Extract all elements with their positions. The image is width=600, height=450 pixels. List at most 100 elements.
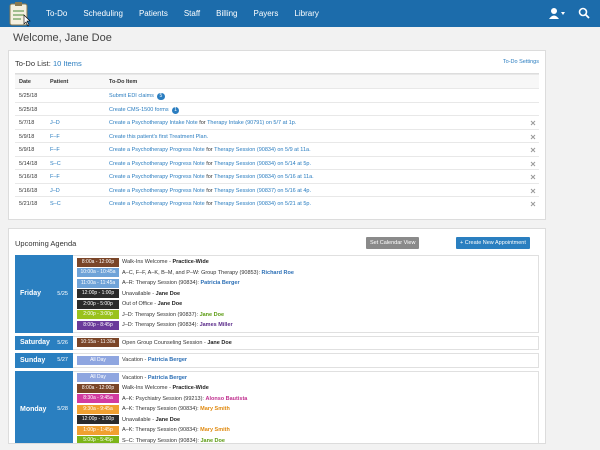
todo-action[interactable]: Submit EDI claims [109,93,154,99]
event-time: 1:00p - 1:45p [77,425,119,435]
agenda-event[interactable]: 2:00p - 3:00p J–D: Therapy Session (90837… [77,310,534,321]
todo-badge: 1 [171,106,180,114]
day-cell: Saturday 5/26 [15,335,73,350]
agenda-event[interactable]: 5:00p - 5:45p S–C: Therapy Session (90834… [77,436,534,443]
todo-settings[interactable]: To-Do Settings [502,59,539,65]
event-person: Jane Doe [157,301,183,308]
day-date: 5/26 [57,339,68,346]
agenda-event[interactable]: 12:00p - 1:00p Unavailable - Jane Doe [77,289,534,300]
dismiss-icon[interactable] [530,120,536,126]
todo-action[interactable]: Create a Psychotherapy Progress Note [109,147,205,153]
agenda-event[interactable]: 9:30a - 9:45a A–K: Therapy Session (90834… [77,404,534,415]
patient-link[interactable]: J–D [50,120,60,126]
todo-action[interactable]: Create a Psychotherapy Progress Note [109,174,205,180]
todo-action[interactable]: Create a Psychotherapy Progress Note [109,201,205,207]
todo-action[interactable]: Create CMS-1500 forms [109,106,169,113]
todo-date: 5/9/18 [19,147,35,153]
todo-date: 5/25/18 [19,93,38,99]
todo-date: 5/25/18 [19,106,38,113]
todo-action[interactable]: Create this patient's first Treatment Pl… [109,133,209,140]
event-text: Vacation - [122,374,148,381]
event-time: 8:00a - 12:00p [77,257,119,267]
todo-date: 5/14/18 [19,160,38,167]
agenda-event[interactable]: 12:00p - 1:00p Unavailable - Jane Doe [77,415,534,426]
event-person: Practice-Wide [172,259,209,266]
session-link[interactable]: Therapy Session (90834) on 5/21 at 5p. [214,201,312,207]
todo-row: 5/9/18 F–F Create this patient's first Tre… [15,128,539,143]
todo-row: 5/25/18 Create CMS-1500 forms 1 [15,101,539,116]
todo-item: Create this patient's first Treatment Pl… [109,134,208,140]
search-icon[interactable] [578,7,590,19]
dismiss-icon[interactable] [530,134,536,140]
nav-item[interactable]: Billing [216,9,238,18]
agenda-event[interactable]: 2:00p - 5:00p Out of Office - Jane Doe [77,299,534,310]
session-link[interactable]: Therapy Session (90834) on 5/14 at 5p. [214,160,312,167]
event-person: Practice-Wide [172,385,209,392]
session-link[interactable]: Therapy Session (90837) on 5/16 at 4p. [214,187,312,194]
nav-item[interactable]: Staff [183,9,201,18]
agenda-event[interactable]: 10:15a - 11:30a Open Group Counseling Ses… [77,338,534,349]
event-time: 2:00p - 5:00p [77,299,119,309]
todo-date: 5/9/18 [19,133,35,140]
nav-item[interactable]: Payers [253,9,279,18]
create-appointment-button[interactable]: + Create New Appointment [456,237,530,249]
todo-joiner: for [206,187,213,194]
patient-link[interactable]: S–C [50,201,61,207]
agenda-event[interactable]: 10:00a - 10:45a A–C, F–F, A–K, B–M, and P… [77,268,534,279]
todo-action[interactable]: Create a Psychotherapy Progress Note [109,187,205,194]
set-calendar-view-button[interactable]: Set Calendar View [366,237,420,249]
agenda-event[interactable]: 8:00a - 12:00p Walk-Ins Welcome - Practic… [77,257,534,268]
patient-link[interactable]: F–F [50,133,60,140]
todo-action[interactable]: Create a Psychotherapy Intake Note [109,120,198,126]
logo[interactable] [4,1,34,27]
agenda-panel: Upcoming Agenda Friday 5/25 8:00a - 12:00p… [8,228,546,444]
column-header: To-Do Item [109,79,138,85]
event-person: Jane Doe [155,416,181,423]
patient-link[interactable]: J–D [50,187,60,194]
agenda-event[interactable]: All Day Vacation - Patricia Berger [77,355,534,366]
agenda-event[interactable]: 1:00p - 1:45p A–K: Therapy Session (90834… [77,425,534,436]
todo-date: 5/7/18 [19,120,35,126]
day-name: Monday [20,405,47,413]
day-cell: Sunday 5/27 [15,353,73,368]
day-name: Saturday [20,339,50,347]
table-header: Date Patient To-Do Item [15,74,539,88]
todo-item: Create a Psychotherapy Progress Note for… [109,147,311,153]
todo-count[interactable]: 10 Items [52,59,82,68]
patient-link[interactable]: F–F [50,147,60,153]
event-person: Mary Smith [200,427,230,434]
dismiss-icon[interactable] [530,174,536,180]
event-time: 11:00a - 11:45a [77,278,119,288]
dismiss-icon[interactable] [530,161,536,167]
agenda-event[interactable]: 8:00p - 8:45p J–D: Therapy Session (90834… [77,320,534,331]
event-time: 10:15a - 11:30a [77,338,119,348]
agenda-event[interactable]: 8:00a - 12:00p Walk-Ins Welcome - Practic… [77,383,534,394]
nav-item[interactable]: Patients [138,9,168,18]
event-text: A–K: Therapy Session (90834): [122,427,201,434]
todo-item: Create a Psychotherapy Intake Note for T… [109,120,296,126]
todo-joiner: for [206,201,213,207]
session-link[interactable]: Therapy Session (90834) on 5/16 at 11a. [214,174,314,180]
todo-action[interactable]: Create a Psychotherapy Progress Note [109,160,205,167]
session-link[interactable]: Therapy Session (90834) on 5/9 at 11a. [214,147,311,153]
patient-link[interactable]: S–C [50,160,61,167]
dismiss-icon[interactable] [530,201,536,207]
agenda-event[interactable]: 8:30a - 9:45a A–K: Psychiatry Session (99… [77,394,534,405]
session-link[interactable]: Therapy Intake (90791) on 5/7 at 1p. [207,120,297,126]
event-time: 9:30a - 9:45a [77,404,119,414]
todo-joiner: for [206,174,213,180]
user-menu-icon[interactable] [548,7,568,21]
event-text: J–D: Therapy Session (90837): [122,311,200,318]
dismiss-icon[interactable] [530,147,536,153]
event-text: A–C, F–F, A–K, B–M, and P–W: Group Thera… [122,269,262,276]
nav-item[interactable]: To-Do [46,9,68,18]
patient-link[interactable]: F–F [50,174,60,180]
dismiss-icon[interactable] [530,188,536,194]
column-header: Date [19,79,31,85]
agenda-event[interactable]: 11:00a - 11:45a A–R: Therapy Session (908… [77,278,534,289]
nav-item[interactable]: Library [294,9,319,18]
nav-item[interactable]: Scheduling [83,9,123,18]
event-text: A–R: Therapy Session (90834): [122,280,201,287]
agenda-event[interactable]: All Day Vacation - Patricia Berger [77,373,534,384]
